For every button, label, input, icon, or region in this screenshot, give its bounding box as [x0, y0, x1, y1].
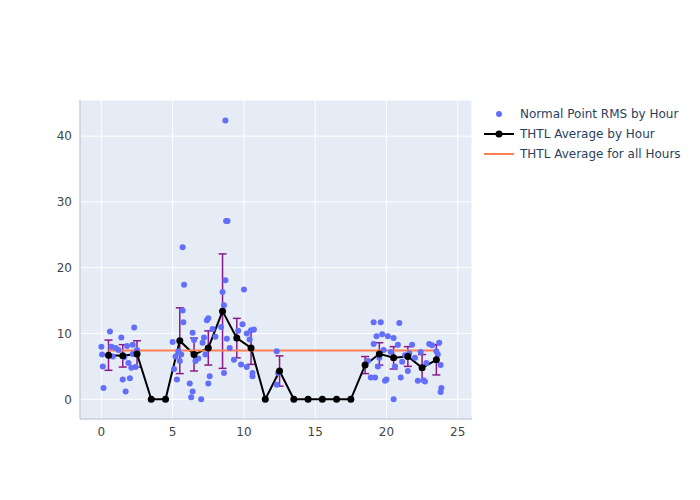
svg-text:10: 10: [236, 425, 251, 439]
svg-text:5: 5: [169, 425, 177, 439]
svg-text:10: 10: [57, 327, 72, 341]
svg-text:20: 20: [57, 261, 72, 275]
html-text:THTL Average by Hour: THTL Average by Hour: [520, 127, 655, 141]
svg-text:0: 0: [64, 393, 72, 407]
svg-text:0: 0: [98, 425, 106, 439]
svg-text:20: 20: [379, 425, 394, 439]
html-text:Normal Point RMS by Hour: Normal Point RMS by Hour: [520, 107, 679, 121]
svg-text:15: 15: [308, 425, 323, 439]
svg-text:30: 30: [57, 195, 72, 209]
svg-text:25: 25: [450, 425, 465, 439]
svg-text:40: 40: [57, 129, 72, 143]
html-text:THTL Average for all Hours: THTL Average for all Hours: [520, 147, 681, 161]
